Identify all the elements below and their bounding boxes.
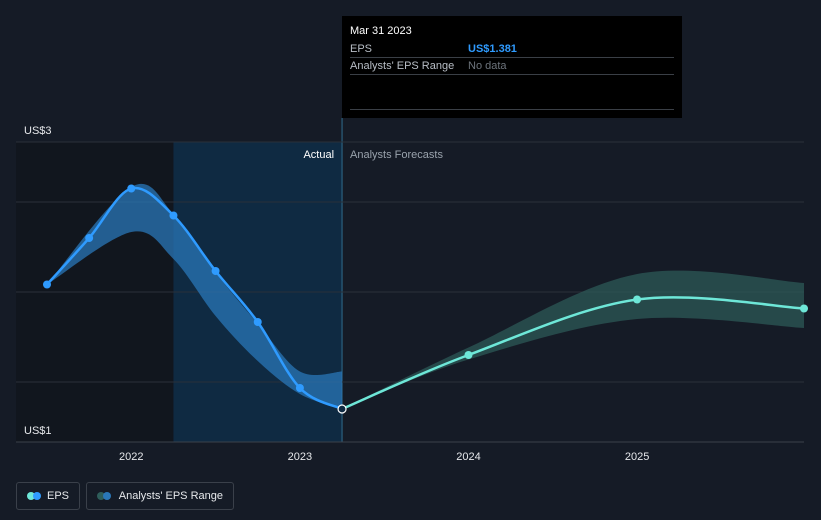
legend-eps-range[interactable]: Analysts' EPS Range	[86, 482, 234, 510]
legend-eps-label: EPS	[46, 490, 69, 502]
eps-data-point[interactable]	[85, 234, 94, 242]
forecast-data-point[interactable]	[800, 304, 808, 313]
eps-data-point[interactable]	[169, 211, 178, 220]
x-tick-label: 2024	[456, 451, 480, 463]
forecast-label: Analysts Forecasts	[350, 149, 443, 161]
eps-lines	[46, 186, 805, 411]
axis-labels: US$3 US$1 2022 2023 2024 2025 Actual Analysts F…	[24, 125, 649, 463]
y-tick-label: US$3	[24, 125, 52, 137]
eps-data-point[interactable]	[127, 184, 136, 193]
actual-label: Actual	[303, 149, 334, 161]
eps-range-band	[47, 183, 343, 409]
legend-range-label: Analysts' EPS Range	[118, 490, 223, 502]
tooltip-range-value: No data	[468, 60, 507, 72]
chart-regions	[16, 118, 343, 442]
y-tick-label: US$1	[24, 425, 52, 437]
tooltip-eps-value: US$1.381	[468, 43, 517, 55]
tooltip-divider	[350, 57, 674, 58]
tooltip: Mar 31 2023 EPS US$1.381 Analysts' EPS R…	[342, 16, 682, 118]
forecast-data-point[interactable]	[464, 351, 473, 359]
eps-actual-line	[46, 186, 343, 411]
eps-points[interactable]	[43, 184, 808, 414]
tooltip-divider	[350, 74, 674, 75]
eps-data-point[interactable]	[43, 280, 51, 289]
legend-eps[interactable]: EPS	[16, 482, 80, 510]
range-legend-icon	[97, 492, 111, 500]
x-tick-label: 2025	[625, 451, 649, 463]
eps-data-point[interactable]	[253, 318, 262, 326]
eps-legend-icon	[27, 492, 41, 500]
x-tick-label: 2022	[119, 451, 143, 463]
tooltip-divider	[350, 109, 674, 110]
eps-data-point[interactable]	[337, 404, 347, 414]
x-tick-label: 2023	[288, 451, 312, 463]
tooltip-eps-label: EPS	[350, 43, 373, 55]
tooltip-range-label: Analysts' EPS Range	[350, 60, 455, 72]
tooltip-date: Mar 31 2023	[350, 25, 412, 37]
eps-range-bands	[47, 183, 804, 409]
eps-data-point[interactable]	[295, 384, 304, 392]
eps-forecast-line	[341, 296, 805, 411]
eps-data-point[interactable]	[211, 267, 220, 275]
eps-range-band	[342, 270, 804, 409]
forecast-data-point[interactable]	[633, 295, 642, 304]
